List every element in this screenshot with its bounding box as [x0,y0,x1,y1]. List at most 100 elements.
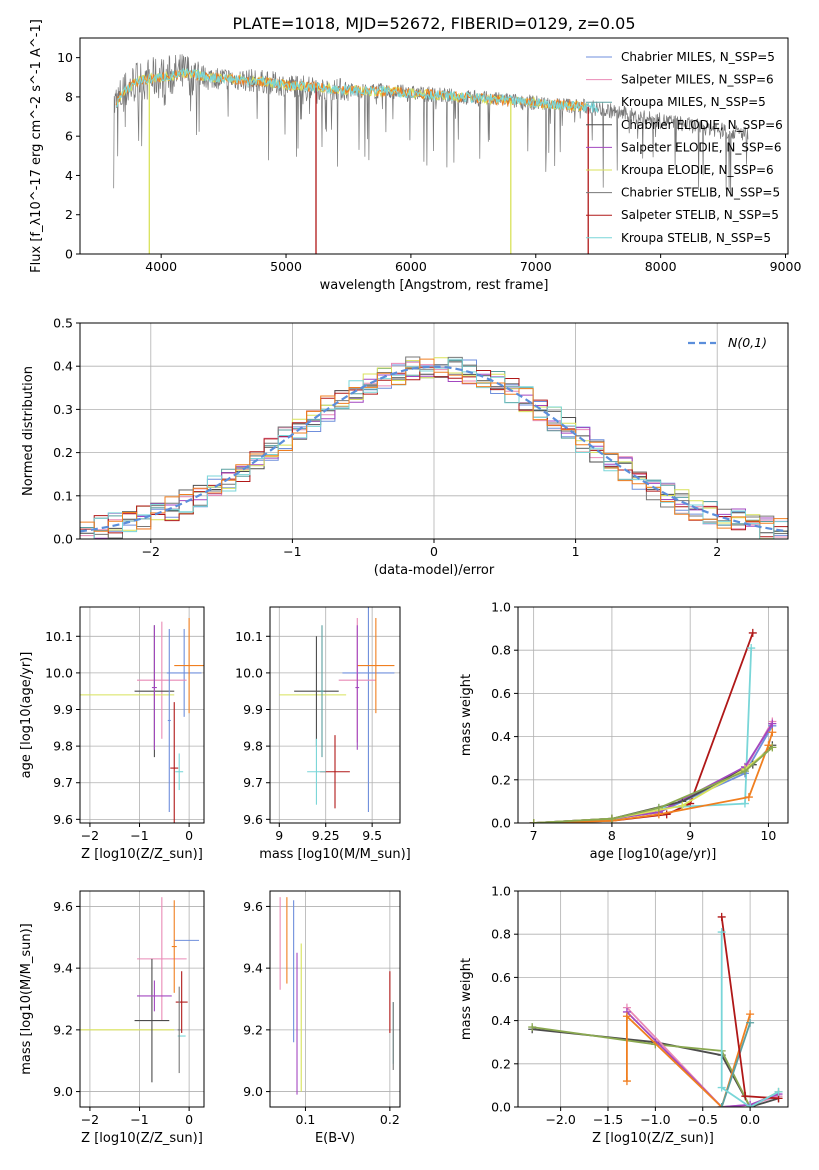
figure-title: PLATE=1018, MJD=52672, FIBERID=0129, z=0… [232,14,635,33]
plot-area [518,607,788,823]
y-axis-label: Flux [f_λ10^-17 erg cm^-2 s^-1 A^-1] [29,19,44,273]
series-line [720,1022,751,1107]
legend-label: Chabrier ELODIE, N_SSP=6 [621,118,783,132]
y-tick-label: 9.7 [243,775,263,790]
panel-age_vs_mass: 9 9.25 9.5 9.6 9.7 9.8 9.9 10.0 10.1 mass [log10(… [235,606,411,862]
plus-marker [768,719,777,728]
x-axis-label: Z [log10(Z/Z_sun)] [81,1131,203,1146]
y-tick-label: 9.0 [243,1084,263,1099]
panel-weight_vs_age: 7 8 9 10 0.0 0.2 0.4 0.6 0.8 1.0 age [log10(age/yr… [459,600,789,862]
panel-residuals: −2 −1 0 1 2 0.0 0.1 0.2 0.3 0.4 0.5 (data-model)/er… [21,316,789,578]
plot-area [270,891,400,1107]
y-tick-label: 10.0 [45,665,73,680]
y-tick-label: 9.8 [53,739,73,754]
y-tick-label: 0.0 [53,532,73,547]
y-tick-label: 0.3 [53,402,73,417]
axes-frame [269,606,401,824]
x-tick-label: 8 [608,828,616,843]
legend-label: Kroupa ELODIE, N_SSP=6 [621,163,774,177]
plot-area [80,323,788,539]
x-tick-label: 9 [275,828,283,843]
y-tick-label: 0.6 [491,970,511,985]
plus-marker [678,801,687,810]
x-tick-label: −2.0 [545,1112,575,1127]
y-tick-label: 0.5 [53,316,73,331]
y-tick-label: 2 [65,207,73,222]
y-tick-label: 8 [65,89,73,104]
x-axis-label: mass [log10(M/M_sun)] [259,847,411,862]
plus-marker [717,912,726,921]
axes-frame [79,37,789,255]
y-tick-label: 9.2 [243,1022,263,1037]
y-tick-label: 9.4 [243,961,263,976]
y-tick-label: 9.6 [243,899,263,914]
y-tick-label: 0.0 [491,1100,511,1115]
y-tick-label: 9.9 [243,702,263,717]
plus-marker [746,1010,755,1019]
x-axis-label: E(B-V) [315,1131,355,1146]
y-tick-label: 0.8 [491,643,511,658]
x-tick-label: 0 [185,828,193,843]
x-axis-label: (data-model)/error [374,563,495,578]
x-tick-label: 0 [185,1112,193,1127]
x-tick-label: 6000 [395,259,427,274]
panel-weight_vs_Z: −2.0 −1.5 −1.0 −0.5 0.0 0.0 0.2 0.4 0.6 0.8 1.0 Z [… [459,884,789,1146]
y-tick-label: 10 [57,50,73,65]
plus-marker [768,728,777,737]
chart-panels: 4000 5000 6000 7000 8000 90000246810wavelengt… [19,19,801,1146]
x-tick-label: −2 [81,828,99,843]
plot-area [80,891,204,1107]
plus-marker [774,1087,783,1096]
axes-frame [79,606,205,824]
y-axis-label: mass weight [459,958,474,1040]
x-tick-label: 1 [572,544,580,559]
plus-marker [744,793,753,802]
plus-marker [622,1012,631,1021]
plus-marker [528,1023,537,1032]
y-tick-label: 9.8 [243,739,263,754]
panel-spectrum: 4000 5000 6000 7000 8000 9000 0 2 4 6 8 10 wavelengt… [29,19,801,293]
y-axis-label: Normed distribution [21,366,36,496]
y-tick-label: 9.6 [243,812,263,827]
plus-marker [740,799,749,808]
plus-marker [662,810,671,819]
panel-mass_vs_ebv: 0.1 0.2 9.0 9.2 9.4 9.6 E(B-V) [243,890,401,1146]
y-tick-label: 0.6 [491,686,511,701]
x-tick-label: 5000 [270,259,302,274]
x-tick-label: −2 [142,544,160,559]
y-tick-label: 0.0 [491,816,511,831]
y-tick-label: 0.4 [491,1013,511,1028]
axes-frame [79,890,205,1108]
x-axis-label: wavelength [Angstrom, rest frame] [320,278,549,293]
x-tick-label: 9.5 [362,828,382,843]
legend-label: Salpeter ELODIE, N_SSP=6 [621,140,782,154]
x-tick-label: 7000 [520,259,552,274]
y-tick-label: 0.2 [491,772,511,787]
y-tick-label: 0.1 [53,488,73,503]
y-tick-label: 9.7 [53,775,73,790]
panel-age_vs_Z: −2 −1 0 9.6 9.7 9.8 9.9 10.0 10.1 Z [log10(Z/Z_su… [19,606,205,862]
series-line [720,932,779,1107]
x-tick-label: −1.0 [640,1112,670,1127]
y-tick-label: 0.4 [491,729,511,744]
x-tick-label: 9000 [770,259,802,274]
x-tick-label: 4000 [145,259,177,274]
legend-label: Chabrier STELIB, N_SSP=5 [621,186,780,200]
y-tick-label: 0.8 [491,927,511,942]
y-tick-label: 0.2 [491,1056,511,1071]
plus-marker [741,1092,750,1101]
legend-label: Chabrier MILES, N_SSP=5 [621,50,775,64]
plus-marker [717,1103,726,1107]
x-tick-label: 0.1 [296,1112,316,1127]
x-tick-label: 10 [760,828,776,843]
y-axis-label: mass [log10(M/M_sun)] [19,923,34,1075]
plus-marker [740,767,749,776]
y-axis-label: mass weight [459,674,474,756]
y-tick-label: 1.0 [491,600,511,615]
x-tick-label: 2 [713,544,721,559]
spectrum-model-line [116,67,599,113]
series-line [626,1013,751,1107]
y-tick-label: 9.4 [53,961,73,976]
normal-curve [80,365,788,533]
